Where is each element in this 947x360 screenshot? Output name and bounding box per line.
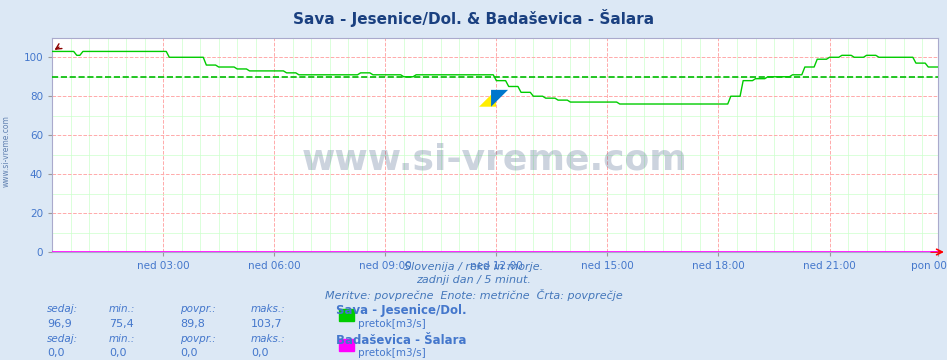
- Text: 0,0: 0,0: [109, 348, 126, 359]
- Text: Meritve: povprečne  Enote: metrične  Črta: povprečje: Meritve: povprečne Enote: metrične Črta:…: [325, 289, 622, 301]
- Text: www.si-vreme.com: www.si-vreme.com: [1, 115, 10, 187]
- Text: pretok[m3/s]: pretok[m3/s]: [358, 319, 426, 329]
- Text: Slovenija / reke in morje.: Slovenija / reke in morje.: [404, 262, 543, 272]
- Text: 96,9: 96,9: [47, 319, 72, 329]
- Text: Sava - Jesenice/Dol.: Sava - Jesenice/Dol.: [336, 304, 467, 317]
- Text: sedaj:: sedaj:: [47, 334, 79, 344]
- Text: min.:: min.:: [109, 304, 135, 314]
- Text: ◢: ◢: [479, 88, 496, 108]
- Text: 0,0: 0,0: [180, 348, 197, 359]
- Text: min.:: min.:: [109, 334, 135, 344]
- Text: povpr.:: povpr.:: [180, 304, 216, 314]
- Text: www.si-vreme.com: www.si-vreme.com: [302, 143, 688, 177]
- Text: maks.:: maks.:: [251, 304, 286, 314]
- Text: Badaševica - Šalara: Badaševica - Šalara: [336, 334, 467, 347]
- Text: 103,7: 103,7: [251, 319, 282, 329]
- Text: pretok[m3/s]: pretok[m3/s]: [358, 348, 426, 359]
- Text: 0,0: 0,0: [47, 348, 64, 359]
- Text: 89,8: 89,8: [180, 319, 205, 329]
- Text: 75,4: 75,4: [109, 319, 134, 329]
- Text: povpr.:: povpr.:: [180, 334, 216, 344]
- Text: zadnji dan / 5 minut.: zadnji dan / 5 minut.: [416, 275, 531, 285]
- Text: 0,0: 0,0: [251, 348, 268, 359]
- Text: ◤: ◤: [491, 88, 508, 108]
- Text: sedaj:: sedaj:: [47, 304, 79, 314]
- Text: Sava - Jesenice/Dol. & Badaševica - Šalara: Sava - Jesenice/Dol. & Badaševica - Šala…: [293, 9, 654, 27]
- Text: maks.:: maks.:: [251, 334, 286, 344]
